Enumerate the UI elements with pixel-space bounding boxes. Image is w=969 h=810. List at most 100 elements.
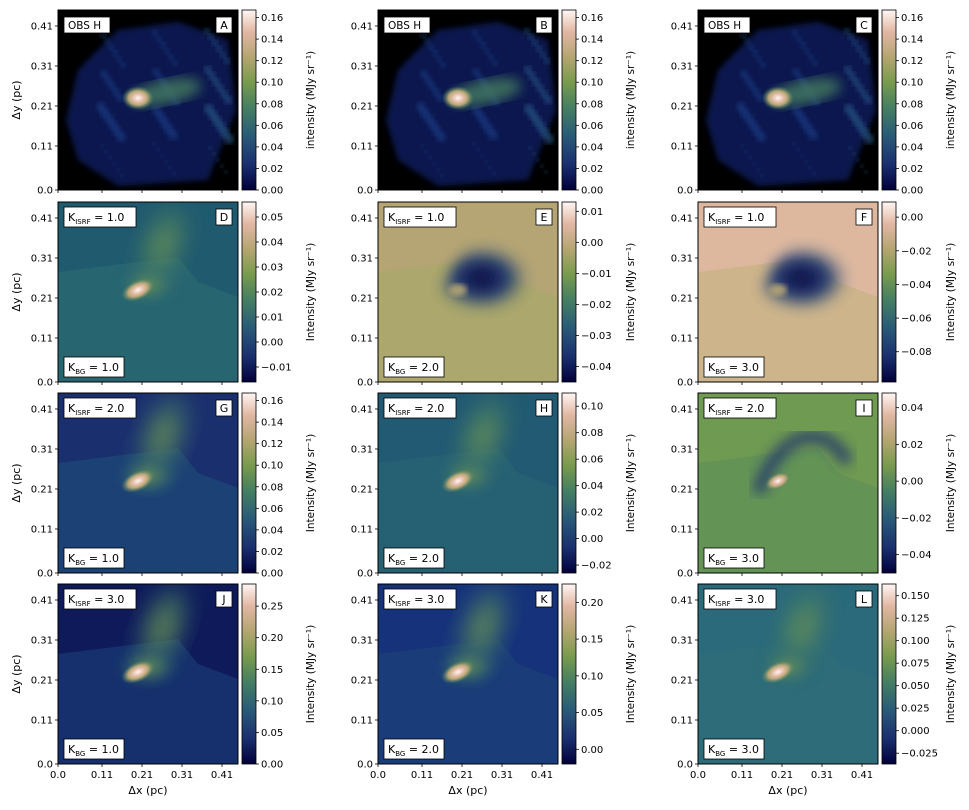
panel-i: I KISRF = 2.0 KBG = 3.0 0.0 0.11 0.21 0.31 0.41… xyxy=(671,392,957,580)
colorbar-tick-label: 0.16 xyxy=(261,13,283,24)
noise-speck xyxy=(740,70,748,78)
k-isrf-label: KISRF = 2.0 xyxy=(68,402,124,417)
noise-speck xyxy=(488,54,494,60)
y-tick-label: 0.11 xyxy=(671,142,693,153)
noise-speck xyxy=(804,160,808,164)
emission-core xyxy=(441,469,475,493)
colorbar-tick-label: 0.08 xyxy=(261,482,283,493)
noise-speck xyxy=(164,48,170,54)
colorbar-label: Intensity (MJy sr⁻¹) xyxy=(305,243,317,341)
x-tick-label: 0.41 xyxy=(211,770,233,781)
noise-speck xyxy=(752,88,760,96)
noise-speck xyxy=(540,164,544,168)
colorbar-label: intensity (MJy sr⁻¹) xyxy=(625,51,637,149)
noise-speck xyxy=(472,142,476,146)
y-tick-label: 0.31 xyxy=(31,445,53,456)
k-isrf-box xyxy=(383,397,457,419)
noise-speck xyxy=(748,44,754,50)
emission-core xyxy=(121,469,155,493)
y-tick-label: 0.41 xyxy=(671,214,693,225)
noise-speck xyxy=(100,70,108,78)
colorbar-tick-label: 0.06 xyxy=(261,504,283,515)
noise-speck xyxy=(740,32,746,38)
colorbar xyxy=(561,201,577,383)
k-isrf-label: KISRF = 1.0 xyxy=(68,211,124,226)
colorbar-tick-label: 0.06 xyxy=(901,121,923,132)
k-bg-label: KBG = 1.0 xyxy=(68,552,119,567)
colorbar-label: Intensity (MJy sr⁻¹) xyxy=(305,625,317,723)
noise-speck xyxy=(440,174,444,178)
colorbar-tick-label: 0.00 xyxy=(261,186,283,197)
colorbar-tick-label: 0.00 xyxy=(901,186,923,197)
noise-speck xyxy=(852,40,858,46)
colorbar-tick-label: 0.20 xyxy=(261,633,283,644)
noise-speck xyxy=(116,94,124,102)
obs-label: OBS H xyxy=(68,20,101,32)
k-bg-box xyxy=(383,738,445,760)
colorbar xyxy=(561,392,577,574)
k-isrf-box xyxy=(63,206,137,228)
plot-frame xyxy=(377,583,559,765)
colorbar-tick-label: 0.10 xyxy=(261,78,283,89)
heatmap-image-j xyxy=(58,584,238,764)
panel-letter: B xyxy=(540,19,548,32)
k-isrf-box xyxy=(703,588,777,610)
panel-letter: C xyxy=(860,19,868,32)
colorbar-tick-label: 0.02 xyxy=(261,164,283,175)
noise-speck xyxy=(808,166,812,170)
noise-speck xyxy=(484,48,490,54)
y-tick-label: 0.41 xyxy=(31,405,53,416)
colorbar-tick-label: 0.15 xyxy=(261,665,283,676)
panel-letter-box xyxy=(535,590,553,608)
colorbar-tick-label: 0.04 xyxy=(261,142,283,153)
y-tick-label: 0.0 xyxy=(37,760,53,771)
noise-speck xyxy=(792,68,800,76)
y-tick-label: 0.31 xyxy=(351,636,373,647)
noise-speck xyxy=(760,62,766,68)
panel-h: H KISRF = 2.0 KBG = 2.0 0.0 0.11 0.21 0.31 0.41… xyxy=(351,392,637,580)
k-bg-label: KBG = 1.0 xyxy=(68,361,119,376)
k-bg-box xyxy=(703,547,765,569)
colorbar-tick-label: 0.12 xyxy=(901,56,923,67)
colorbar-tick-label: −0.01 xyxy=(261,363,292,374)
x-tick-label: 0.0 xyxy=(370,770,386,781)
noise-speck xyxy=(108,44,114,50)
y-tick-label: 0.11 xyxy=(31,142,53,153)
emission-core xyxy=(442,86,474,110)
colorbar-label: Intensity (MJy sr⁻¹) xyxy=(625,625,637,723)
noise-speck xyxy=(416,102,426,112)
noise-speck xyxy=(216,158,220,162)
noise-speck xyxy=(472,68,480,76)
emission-core xyxy=(121,660,155,684)
y-tick-label: 0.21 xyxy=(31,102,53,113)
obs-label: OBS H xyxy=(708,20,741,32)
panel-letter-box xyxy=(215,208,233,226)
noise-speck xyxy=(156,36,162,42)
noise-speck xyxy=(104,150,108,154)
colorbar-tick-label: 0.06 xyxy=(261,121,283,132)
noise-speck xyxy=(436,56,442,62)
colorbar-tick-label: 0.000 xyxy=(901,726,930,737)
model-field-patch xyxy=(698,639,878,764)
plot-frame xyxy=(57,201,239,383)
colorbar-tick-label: 0.04 xyxy=(261,525,283,536)
k-isrf-box xyxy=(63,588,137,610)
x-axis-label: Δx (pc) xyxy=(128,784,167,797)
noise-speck xyxy=(208,34,214,40)
colorbar-label: Intensity (MJy sr⁻¹) xyxy=(945,434,957,532)
noise-speck xyxy=(848,72,856,80)
colorbar-label: Intensity (MJy sr⁻¹) xyxy=(625,434,637,532)
noise-speck xyxy=(856,46,862,52)
noise-speck xyxy=(220,52,226,58)
noise-speck xyxy=(860,52,866,58)
colorbar-tick-label: 0.20 xyxy=(581,598,603,609)
noise-speck xyxy=(212,40,218,46)
obs-label-box xyxy=(703,16,751,34)
k-isrf-label: KISRF = 3.0 xyxy=(388,593,444,608)
colorbar xyxy=(241,583,257,765)
heatmap-image-i xyxy=(698,393,878,573)
colorbar-label: Intensity (MJy sr⁻¹) xyxy=(945,243,957,341)
heatmap-image-e xyxy=(378,202,558,382)
noise-speck xyxy=(480,42,486,48)
